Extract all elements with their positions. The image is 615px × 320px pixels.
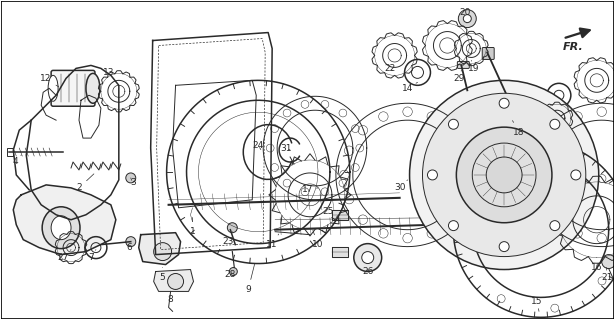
Circle shape — [154, 243, 172, 260]
Circle shape — [462, 198, 470, 206]
Text: 23: 23 — [223, 232, 234, 246]
Circle shape — [168, 274, 183, 289]
FancyBboxPatch shape — [458, 61, 469, 68]
Text: 24: 24 — [253, 140, 264, 150]
Circle shape — [427, 170, 437, 180]
Text: 14: 14 — [402, 82, 418, 93]
Circle shape — [601, 255, 615, 268]
Text: 19: 19 — [467, 60, 479, 73]
Circle shape — [126, 173, 136, 183]
Text: 26: 26 — [362, 267, 373, 276]
Circle shape — [486, 157, 522, 193]
Circle shape — [551, 147, 559, 155]
Circle shape — [458, 10, 476, 28]
Circle shape — [228, 223, 237, 233]
Text: 22: 22 — [384, 64, 395, 73]
FancyBboxPatch shape — [51, 70, 95, 106]
Circle shape — [354, 244, 382, 271]
Ellipse shape — [48, 76, 58, 101]
Polygon shape — [332, 210, 348, 220]
Circle shape — [448, 119, 458, 129]
Text: 28: 28 — [224, 270, 236, 279]
Circle shape — [362, 252, 374, 264]
Text: 17: 17 — [302, 185, 318, 194]
Text: 15: 15 — [531, 297, 543, 311]
Circle shape — [571, 170, 581, 180]
Text: 20: 20 — [459, 8, 471, 23]
Circle shape — [497, 157, 505, 165]
FancyBboxPatch shape — [482, 47, 494, 60]
Text: 31: 31 — [280, 144, 292, 153]
Circle shape — [229, 268, 237, 276]
Circle shape — [462, 253, 470, 261]
Circle shape — [550, 119, 560, 129]
Text: 4: 4 — [12, 155, 22, 166]
Text: 25: 25 — [322, 207, 338, 218]
Text: 2: 2 — [76, 174, 94, 192]
Text: 13: 13 — [103, 68, 114, 82]
Text: 12: 12 — [39, 74, 58, 87]
Circle shape — [497, 295, 505, 303]
Circle shape — [423, 93, 585, 257]
Ellipse shape — [51, 216, 71, 240]
Ellipse shape — [86, 73, 100, 103]
Text: 30: 30 — [394, 180, 408, 192]
Text: FR.: FR. — [563, 43, 584, 52]
Text: 11: 11 — [266, 234, 279, 249]
FancyBboxPatch shape — [7, 148, 14, 156]
Circle shape — [472, 143, 536, 207]
Text: 29: 29 — [454, 70, 465, 83]
Text: 3: 3 — [130, 178, 136, 188]
Circle shape — [410, 80, 599, 269]
Ellipse shape — [42, 207, 80, 249]
Circle shape — [561, 144, 569, 152]
Circle shape — [499, 98, 509, 108]
Text: 16: 16 — [591, 257, 603, 272]
Polygon shape — [332, 247, 348, 257]
Polygon shape — [154, 269, 194, 292]
Polygon shape — [14, 185, 116, 255]
Text: 7: 7 — [88, 250, 96, 262]
Text: 8: 8 — [168, 289, 175, 304]
Text: 9: 9 — [245, 264, 255, 294]
Circle shape — [448, 221, 458, 231]
Circle shape — [551, 304, 559, 312]
Text: 10: 10 — [312, 230, 323, 249]
Circle shape — [499, 242, 509, 252]
Text: 1: 1 — [189, 218, 196, 236]
Circle shape — [555, 138, 575, 158]
Circle shape — [550, 221, 560, 231]
Text: 27: 27 — [57, 250, 71, 262]
Circle shape — [598, 174, 606, 182]
Text: 18: 18 — [512, 121, 525, 137]
Polygon shape — [139, 233, 181, 265]
Circle shape — [126, 237, 136, 247]
Circle shape — [598, 277, 606, 285]
Text: 5: 5 — [160, 267, 165, 282]
Circle shape — [456, 127, 552, 223]
Text: 6: 6 — [126, 243, 132, 252]
Circle shape — [463, 15, 471, 23]
Text: 21: 21 — [601, 268, 613, 282]
